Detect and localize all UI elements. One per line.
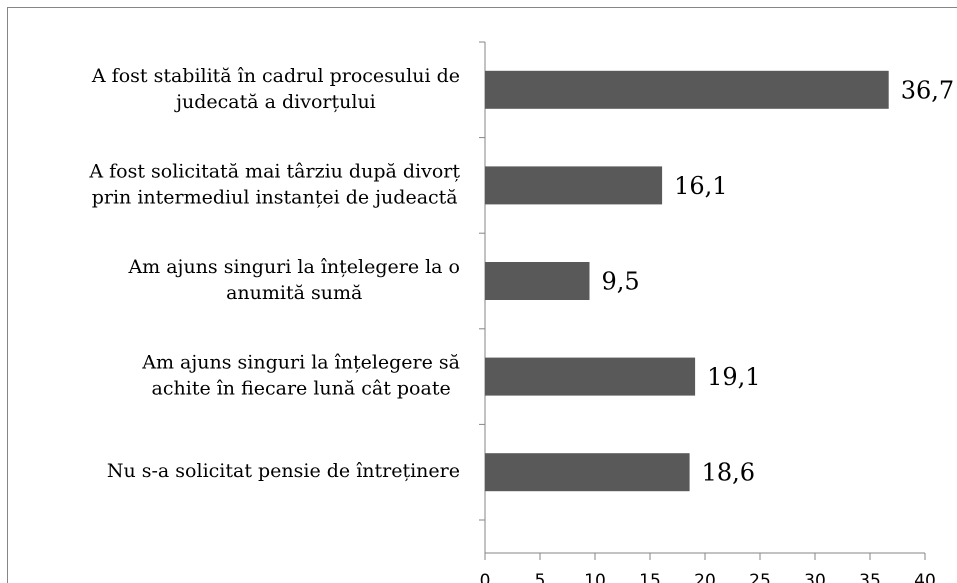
x-tick-label: 15	[639, 571, 661, 583]
category-line: achite în fiecare lună cât poate	[152, 378, 451, 400]
chart-border	[7, 7, 957, 583]
bar	[485, 262, 590, 300]
value-label: 9,5	[602, 268, 640, 296]
category-line: Nu s-a solicitat pensie de întreținere	[107, 460, 460, 482]
x-tick-label: 35	[859, 571, 881, 583]
category-line: judecată a divorțului	[174, 91, 376, 113]
x-tick-label: 40	[914, 571, 936, 583]
bar	[485, 453, 690, 492]
category-label: A fost stabilită în cadrul procesului de…	[91, 65, 460, 113]
category-label: Am ajuns singuri la înțelegere să achite …	[141, 352, 460, 400]
x-tick-label: 5	[535, 571, 546, 583]
x-tick-label: 25	[749, 571, 771, 583]
bar	[485, 357, 696, 396]
x-tick-label: 30	[804, 571, 826, 583]
value-label: 18,6	[702, 459, 755, 487]
value-label: 19,1	[707, 363, 760, 391]
category-line: A fost stabilită în cadrul procesului de	[91, 65, 460, 87]
bar	[485, 70, 889, 109]
bar	[485, 166, 663, 205]
x-tick-label: 20	[694, 571, 716, 583]
value-label: 16,1	[674, 172, 727, 200]
category-line: Am ajuns singuri la înțelegere la o	[127, 256, 460, 278]
category-label: Nu s-a solicitat pensie de întreținere	[107, 460, 460, 482]
category-line: anumită sumă	[226, 282, 362, 304]
category-line: prin intermediul instanței de judeactă	[92, 186, 458, 208]
value-label: 36,7	[901, 76, 954, 104]
category-line: Am ajuns singuri la înțelegere să	[141, 352, 460, 374]
x-tick-label: 10	[584, 571, 606, 583]
category-label: A fost solicitată mai târziu după divorț…	[88, 160, 460, 208]
category-line: A fost solicitată mai târziu după divorț	[88, 160, 460, 182]
category-label: Am ajuns singuri la înțelegere la o anumi…	[127, 256, 460, 304]
x-tick-label: 0	[480, 571, 491, 583]
